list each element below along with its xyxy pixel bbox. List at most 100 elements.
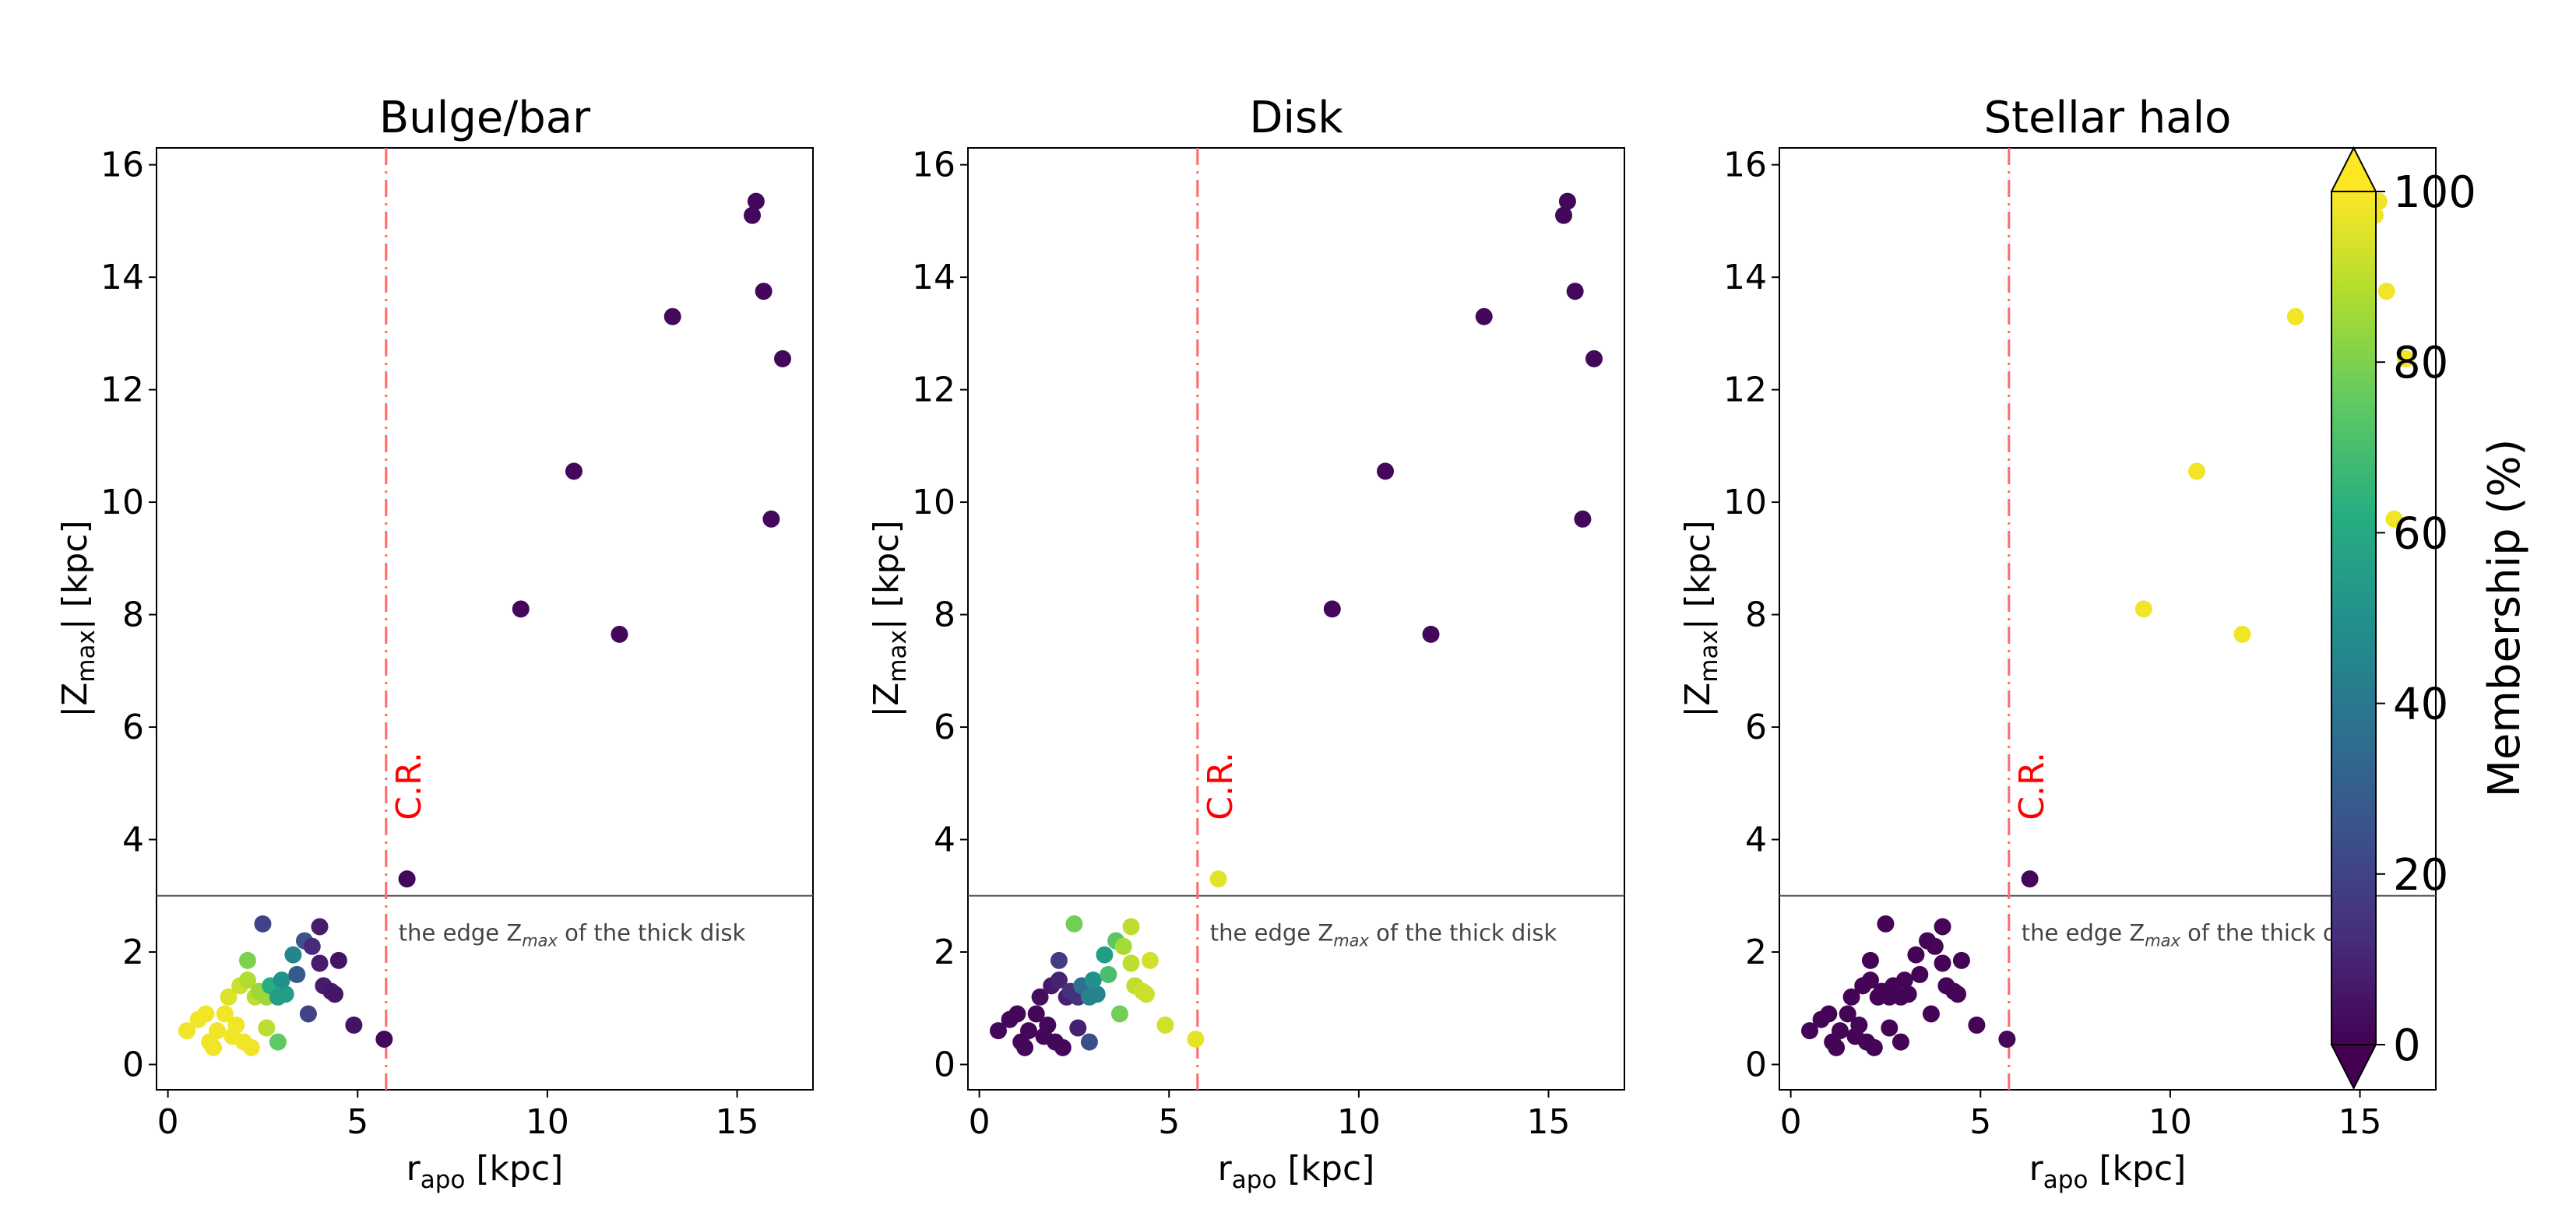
- y-tick-label: 8: [122, 595, 144, 635]
- scatter-point: [1865, 1038, 1883, 1056]
- edge-label-pre: the edge Z: [2022, 920, 2145, 947]
- scatter-point: [197, 1005, 215, 1023]
- x-axis-label-sub: apo: [421, 1166, 466, 1194]
- scatter-point: [1122, 918, 1140, 936]
- x-tick-label: 5: [1969, 1102, 1991, 1142]
- x-axis-label: rapo [kpc]: [406, 1149, 564, 1194]
- scatter-point: [1800, 1022, 1818, 1040]
- x-axis-label-main: r: [406, 1149, 421, 1189]
- scatter-point: [375, 1030, 393, 1048]
- x-axis-label-sub: apo: [2043, 1166, 2089, 1194]
- y-axis-label: |Zmax| [kpc]: [55, 520, 100, 717]
- colorbar-tick-label: 0: [2393, 1021, 2421, 1071]
- y-tick-label: 16: [1723, 146, 1767, 185]
- thick-disk-edge-label: the edge Zmax of the thick disk: [399, 920, 746, 950]
- scatter-point: [238, 951, 256, 969]
- plot-frame: [1779, 147, 2437, 1091]
- y-tick-label: 12: [100, 371, 144, 410]
- x-tick-label: 15: [2338, 1102, 2382, 1142]
- scatter-point: [1842, 988, 1860, 1006]
- scatter-point: [242, 1038, 260, 1056]
- scatter-point: [1555, 206, 1573, 224]
- thick-disk-edge-label: the edge Zmax of the thick disk: [1210, 920, 1557, 950]
- scatter-point: [747, 192, 765, 210]
- edge-label-post: of the thick disk: [558, 920, 746, 947]
- edge-label-sub: max: [1333, 932, 1369, 950]
- edge-label-post: of the thick disk: [1369, 920, 1557, 947]
- thick-disk-edge-label: the edge Zmax of the thick disk: [2022, 920, 2369, 950]
- scatter-point: [2286, 307, 2304, 325]
- scatter-point: [311, 954, 329, 972]
- y-tick-label: 10: [100, 483, 144, 522]
- y-axis-label-unit: | [kpc]: [55, 520, 95, 630]
- scatter-point: [2385, 510, 2403, 528]
- corotation-label: C.R.: [2012, 752, 2052, 820]
- scatter-point: [258, 1019, 276, 1037]
- scatter-point: [774, 350, 792, 367]
- scatter-point: [2134, 600, 2152, 618]
- scatter-point: [1008, 1005, 1026, 1023]
- scatter-point: [1475, 307, 1493, 325]
- scatter-point: [1323, 600, 1341, 618]
- scatter-point: [1861, 971, 1879, 989]
- plot-frame: [156, 147, 814, 1091]
- x-tick-label: 5: [347, 1102, 368, 1142]
- scatter-point: [1911, 965, 1929, 983]
- scatter-point: [512, 600, 530, 618]
- scatter-point: [238, 971, 256, 989]
- y-tick-label: 10: [912, 483, 955, 522]
- scatter-point: [1949, 985, 1967, 1003]
- scatter-point: [755, 283, 772, 300]
- scatter-point: [1138, 985, 1156, 1003]
- scatter-point: [269, 1033, 287, 1051]
- scatter-point: [1019, 1022, 1037, 1040]
- y-tick-label: 2: [934, 933, 955, 972]
- scatter-point: [2188, 462, 2206, 480]
- scatter-point: [326, 985, 344, 1003]
- scatter-point: [1899, 985, 1917, 1003]
- edge-label-pre: the edge Z: [399, 920, 522, 947]
- scatter-point: [1574, 510, 1592, 528]
- scatter-point: [989, 1022, 1007, 1040]
- y-tick-label: 6: [122, 708, 144, 747]
- y-axis-label-sub: max: [72, 630, 100, 683]
- scatter-point: [1861, 951, 1879, 969]
- colorbar-tick-label: 100: [2393, 167, 2476, 218]
- y-tick-label: 0: [1745, 1045, 1767, 1084]
- scatter-point: [1850, 1016, 1868, 1034]
- scatter-point: [1100, 965, 1117, 983]
- panel-title: Bulge/bar: [379, 93, 591, 143]
- x-tick-label: 10: [526, 1102, 569, 1142]
- x-axis-label-unit: [kpc]: [2088, 1149, 2186, 1189]
- y-tick-label: 14: [912, 258, 955, 297]
- scatter-point: [1027, 1005, 1045, 1023]
- scatter-point: [1934, 918, 1951, 936]
- scatter-point: [1110, 1005, 1128, 1023]
- scatter-point: [2233, 625, 2251, 643]
- y-tick-label: 2: [1745, 933, 1767, 972]
- x-axis-label: rapo [kpc]: [2029, 1149, 2187, 1194]
- y-tick-label: 4: [1745, 820, 1767, 860]
- y-tick-label: 16: [912, 146, 955, 185]
- x-tick-label: 0: [1780, 1102, 1802, 1142]
- scatter-point: [1895, 971, 1913, 989]
- scatter-point: [2377, 283, 2395, 300]
- scatter-point: [216, 1005, 234, 1023]
- y-axis-label-unit: | [kpc]: [1678, 520, 1718, 630]
- colorbar-tick-label: 80: [2393, 338, 2448, 388]
- scatter-point: [663, 307, 681, 325]
- scatter-point: [1080, 1033, 1098, 1051]
- scatter-point: [1065, 915, 1083, 933]
- panel-title: Disk: [1249, 93, 1343, 143]
- colorbar-gradient: [2331, 191, 2376, 1045]
- x-tick-label: 0: [157, 1102, 179, 1142]
- scatter-point: [205, 1038, 223, 1056]
- scatter-point: [227, 1016, 245, 1034]
- scatter-point: [1934, 954, 1951, 972]
- scatter-point: [1187, 1030, 1205, 1048]
- scatter-point: [1877, 915, 1895, 933]
- scatter-point: [1820, 1005, 1838, 1023]
- scatter-point: [1031, 988, 1049, 1006]
- y-axis-label-main: |Z: [867, 683, 906, 718]
